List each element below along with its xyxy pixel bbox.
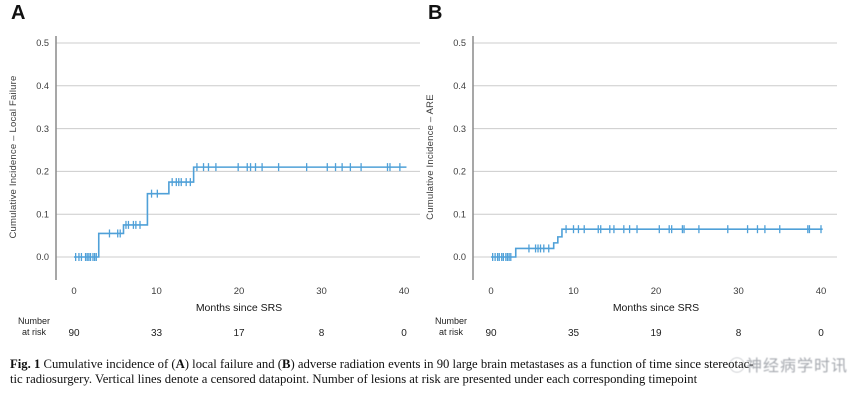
x-tick-label: 30 xyxy=(733,286,744,297)
x-axis-title: Months since SRS xyxy=(196,302,282,314)
caption-line: Fig. 1 Cumulative incidence of (A) local… xyxy=(10,357,754,371)
panel-b-label: B xyxy=(428,2,443,24)
y-tick-label: 0.0 xyxy=(453,252,466,262)
y-tick-label: 0.3 xyxy=(36,124,49,134)
panel-a: A Cumulative Incidence – Local Failure N… xyxy=(0,0,434,352)
panel-a-chart: 0.0 0.1 0.2 0.3 0.4 0.5 0 90 10 33 20 17 30 8 40 0 Month… xyxy=(36,36,420,339)
y-tick-label: 0.3 xyxy=(453,124,466,134)
panel-b-chart: 0.0 0.1 0.2 0.3 0.4 0.5 0 90 10 35 20 19 30 8 40 0 Month… xyxy=(453,36,837,339)
panel-a-label: A xyxy=(11,2,26,24)
x-tick-label: 30 xyxy=(316,286,327,297)
y-tick-label: 0.0 xyxy=(36,252,49,262)
y-tick-label: 0.1 xyxy=(36,209,49,219)
panel-b-at-risk-label: Number at risk xyxy=(434,316,467,337)
incidence-curve xyxy=(74,166,407,258)
y-tick-label: 0.5 xyxy=(453,38,466,48)
x-tick-label: 20 xyxy=(651,286,662,297)
caption-line: tic radiosurgery. Vertical lines denote … xyxy=(10,371,698,386)
x-tick-label: 10 xyxy=(151,286,162,297)
y-tick-label: 0.2 xyxy=(36,167,49,177)
figure-caption: Fig. 1 Cumulative incidence of (A) local… xyxy=(10,357,846,386)
at-risk-count: 35 xyxy=(568,328,580,339)
x-tick-label: 0 xyxy=(488,286,493,297)
at-risk-count: 8 xyxy=(319,328,325,339)
at-risk-count: 90 xyxy=(68,328,80,339)
x-tick-label: 10 xyxy=(568,286,579,297)
x-tick-label: 20 xyxy=(234,286,245,297)
at-risk-count: 0 xyxy=(401,328,407,339)
at-risk-count: 33 xyxy=(151,328,163,339)
y-tick-label: 0.2 xyxy=(453,167,466,177)
y-tick-label: 0.1 xyxy=(453,209,466,219)
incidence-curve xyxy=(491,228,823,258)
at-risk-count: 8 xyxy=(736,328,742,339)
panel-b: B Cumulative Incidence – ARE Number at r… xyxy=(417,0,851,352)
at-risk-count: 90 xyxy=(485,328,497,339)
x-tick-label: 0 xyxy=(71,286,76,297)
x-axis-title: Months since SRS xyxy=(613,302,699,314)
y-tick-label: 0.4 xyxy=(36,81,49,91)
y-tick-label: 0.5 xyxy=(36,38,49,48)
panel-a-at-risk-label: Number at risk xyxy=(17,316,50,337)
y-tick-label: 0.4 xyxy=(453,81,466,91)
at-risk-count: 19 xyxy=(650,328,662,339)
at-risk-count: 0 xyxy=(818,328,824,339)
x-tick-label: 40 xyxy=(816,286,827,297)
at-risk-count: 17 xyxy=(233,328,245,339)
x-tick-label: 40 xyxy=(399,286,410,297)
